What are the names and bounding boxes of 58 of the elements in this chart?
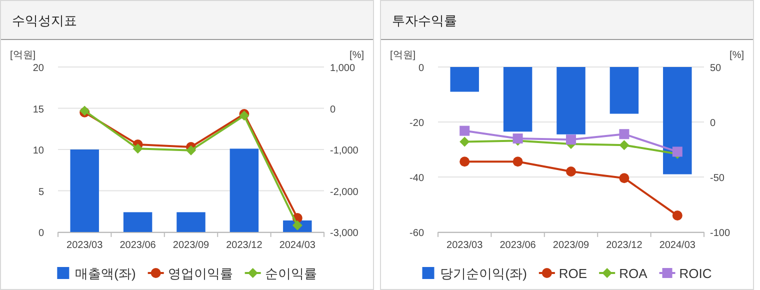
- legend-label: 영업이익률: [168, 266, 233, 281]
- y2-tick-label: -1,000: [330, 146, 359, 156]
- y2-tick-label: 50: [710, 63, 722, 74]
- point: [460, 126, 470, 136]
- x-tick-label: 2024/03: [279, 240, 316, 251]
- chart-title: 투자수익률: [392, 13, 457, 28]
- point: [132, 144, 143, 154]
- y-tick-label: -40: [410, 173, 424, 184]
- legend-label: ROE: [558, 266, 588, 281]
- y-tick-label: -60: [410, 228, 424, 239]
- legend-label: 매출액(좌): [75, 266, 136, 281]
- point: [619, 129, 630, 140]
- point: [512, 156, 523, 167]
- point: [186, 145, 196, 156]
- y2-tick-label: -3,000: [330, 228, 359, 239]
- legend-label: ROA: [619, 266, 648, 281]
- y-axis-title: [억원]: [10, 50, 36, 61]
- y-tick-label: 5: [38, 186, 44, 198]
- y-axis-title: [억원]: [390, 50, 416, 61]
- bar: [70, 150, 99, 232]
- x-tick-label: 2023/06: [500, 240, 536, 251]
- chart-title: 수익성지표: [12, 13, 77, 28]
- point: [619, 140, 630, 150]
- point: [619, 173, 630, 184]
- y-tick-label: 15: [32, 104, 44, 116]
- point: [672, 210, 682, 220]
- y2-tick-label: 0: [710, 118, 716, 129]
- legend-label: 당기순이익(좌): [440, 266, 527, 281]
- point: [460, 136, 470, 147]
- bar: [123, 212, 152, 232]
- y-tick-label: 0: [418, 63, 424, 74]
- x-tick-label: 2024/03: [659, 240, 696, 251]
- point: [566, 134, 576, 145]
- y-tick-label: -20: [410, 118, 424, 129]
- y2-tick-label: -50: [710, 173, 725, 184]
- x-tick-label: 2023/09: [552, 240, 590, 251]
- x-tick-label: 2023/09: [172, 240, 210, 251]
- point: [566, 166, 576, 176]
- point: [460, 156, 470, 167]
- legend-label: 순이익률: [264, 266, 317, 281]
- y2-axis-title: [%]: [350, 50, 364, 61]
- x-tick-label: 2023/12: [226, 240, 263, 251]
- x-tick-label: 2023/03: [446, 240, 484, 251]
- point: [512, 134, 523, 144]
- x-tick-label: 2023/12: [606, 240, 643, 251]
- x-tick-label: 2023/06: [120, 240, 156, 251]
- bar: [176, 212, 206, 232]
- y2-tick-label: -2,000: [330, 186, 359, 198]
- y2-tick-label: 1,000: [330, 63, 356, 74]
- legend-label: ROIC: [679, 266, 712, 281]
- y2-axis-title: [%]: [730, 50, 744, 61]
- y2-tick-label: -100: [710, 228, 730, 239]
- y-tick-label: 20: [32, 63, 44, 74]
- bar: [230, 148, 259, 232]
- y-tick-label: 10: [32, 146, 44, 156]
- y-tick-label: 0: [38, 228, 44, 239]
- y2-tick-label: 0: [330, 104, 336, 116]
- x-tick-label: 2023/03: [66, 240, 104, 251]
